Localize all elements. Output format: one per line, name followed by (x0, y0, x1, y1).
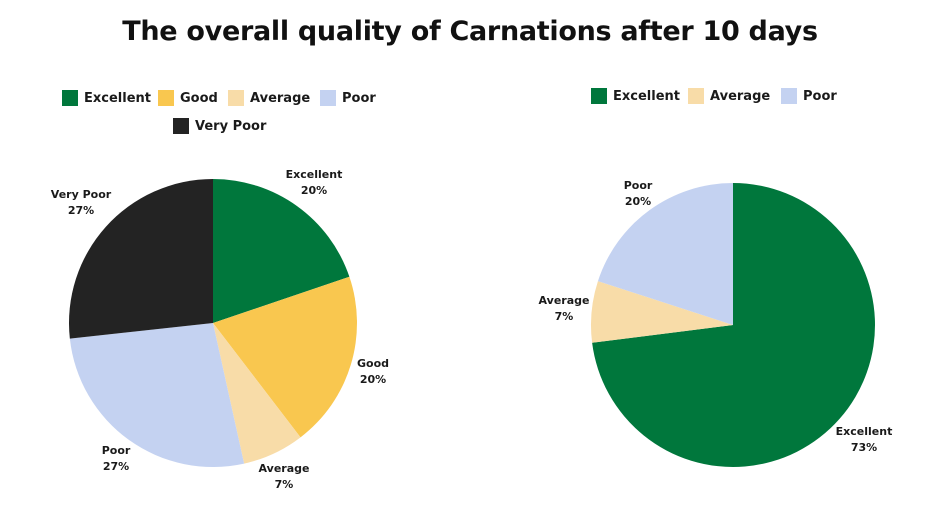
slice-label-name: Excellent (835, 425, 893, 438)
slice-label-value: 7% (554, 310, 574, 323)
legend-label: Excellent (613, 88, 680, 104)
slice-label-value: 7% (274, 478, 294, 491)
legend-swatch-average (228, 90, 244, 106)
chart-title: The overall quality of Carnations after … (122, 16, 818, 47)
legend-item-average-left: Average (228, 90, 310, 106)
legend-label: Average (250, 90, 311, 106)
slice-label-very-poor-left: Very Poor 27% (51, 187, 111, 219)
legend-swatch-poor (320, 90, 336, 106)
slice-label-value: 27% (102, 460, 130, 473)
pie-slice-good (213, 276, 358, 438)
slice-label-name: Excellent (285, 168, 343, 181)
slice-label-name: Poor (101, 444, 131, 457)
legend-item-very-poor-left: Very Poor (173, 118, 266, 134)
slice-label-name: Average (538, 294, 590, 307)
legend-item-poor-right: Poor (781, 88, 837, 104)
slice-label-excellent-right: Excellent 73% (836, 424, 893, 456)
legend-label: Very Poor (195, 118, 267, 134)
pie-slice-excellent (213, 179, 350, 323)
pie-slice-poor (597, 183, 733, 325)
legend-label: Excellent (84, 90, 151, 106)
slice-label-name: Good (356, 357, 390, 370)
slice-label-name: Poor (623, 179, 653, 192)
slice-label-excellent-left: Excellent 20% (286, 167, 343, 199)
slice-label-name: Very Poor (50, 188, 112, 201)
slice-label-poor-right: Poor 20% (624, 178, 653, 210)
slice-label-poor-left: Poor 27% (102, 443, 131, 475)
legend-item-poor-left: Poor (320, 90, 376, 106)
pie-slice-excellent (592, 183, 875, 467)
pie-slice-average (213, 323, 301, 464)
slice-label-name: Average (258, 462, 310, 475)
slice-label-average-right: Average 7% (539, 293, 590, 325)
legend-swatch-average (688, 88, 704, 104)
pie-slice-poor (69, 323, 245, 468)
slice-label-value: 20% (300, 184, 328, 197)
slice-label-good-left: Good 20% (357, 356, 389, 388)
pie-slice-average (591, 281, 733, 343)
slice-label-value: 20% (359, 373, 387, 386)
legend-item-good-left: Good (158, 90, 218, 106)
legend-label: Good (180, 90, 218, 106)
legend-swatch-very-poor (173, 118, 189, 134)
slice-label-value: 27% (67, 204, 95, 217)
legend-label: Average (710, 88, 771, 104)
legend-item-excellent-left: Excellent (62, 90, 151, 106)
slice-label-average-left: Average 7% (259, 461, 310, 493)
legend-item-excellent-right: Excellent (591, 88, 680, 104)
slice-label-value: 20% (624, 195, 652, 208)
legend-item-average-right: Average (688, 88, 770, 104)
slice-label-value: 73% (850, 441, 878, 454)
legend-label: Poor (803, 88, 837, 104)
legend-swatch-excellent (591, 88, 607, 104)
legend-swatch-good (158, 90, 174, 106)
legend-swatch-excellent (62, 90, 78, 106)
legend-label: Poor (342, 90, 376, 106)
pie-slice-very-poor (68, 178, 213, 339)
legend-swatch-poor (781, 88, 797, 104)
